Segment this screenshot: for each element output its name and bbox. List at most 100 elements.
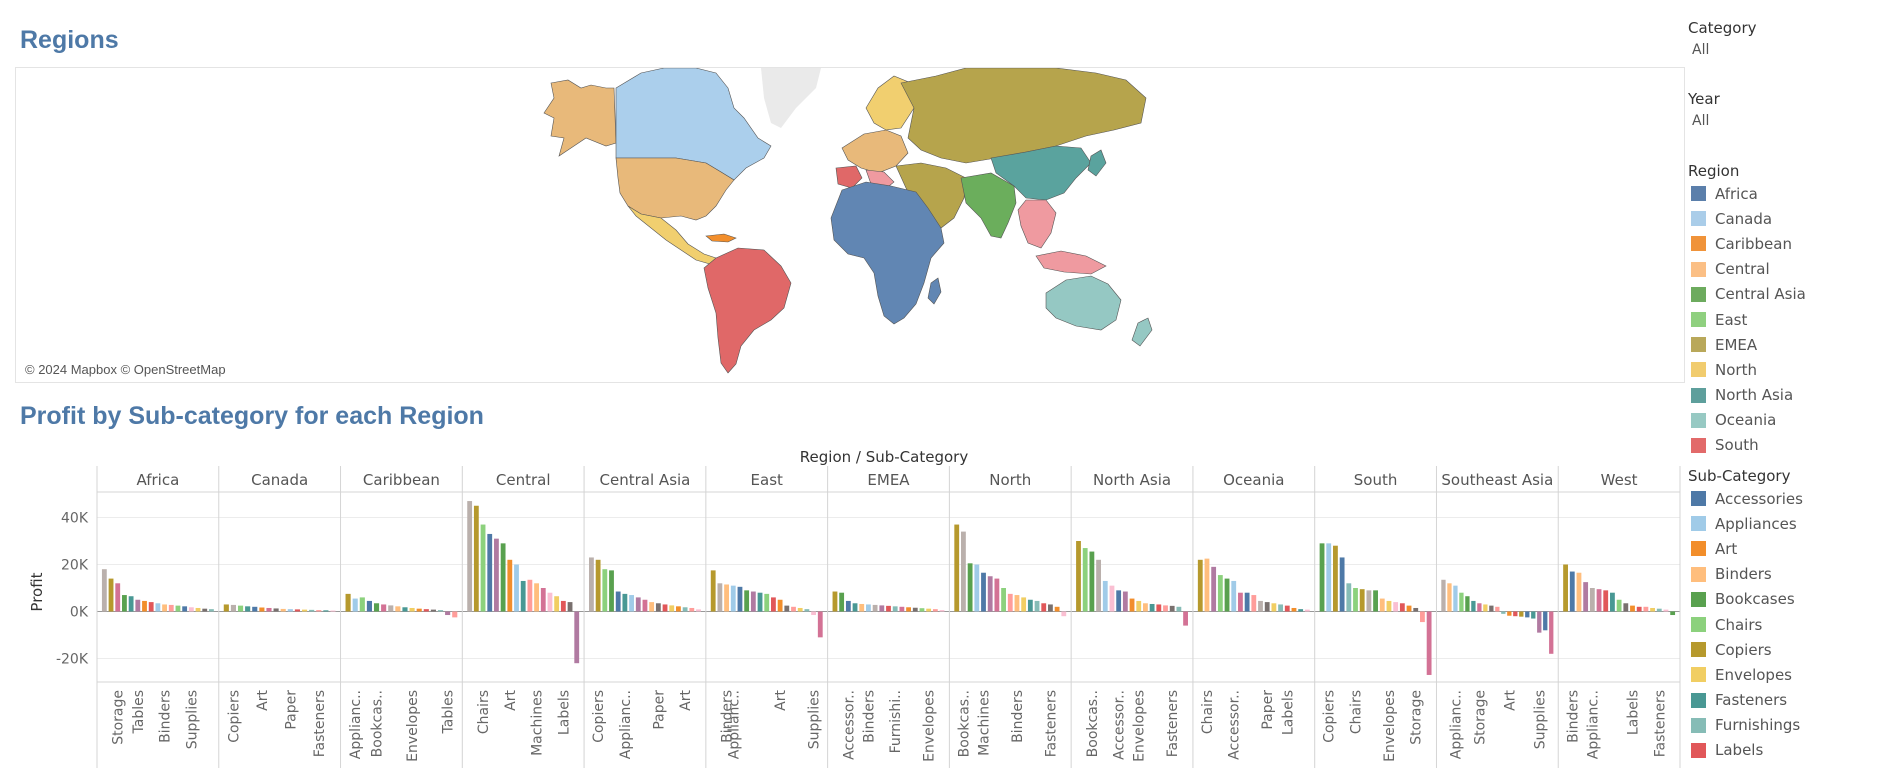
bar[interactable] — [1204, 558, 1210, 612]
bar[interactable] — [757, 592, 763, 612]
region-legend-item[interactable]: Africa — [1688, 181, 1878, 206]
bar[interactable] — [316, 610, 322, 612]
subcategory-legend-item[interactable]: Envelopes — [1688, 662, 1878, 687]
subcategory-legend-item[interactable]: Bookcases — [1688, 587, 1878, 612]
bar[interactable] — [1596, 589, 1602, 612]
bar[interactable] — [395, 606, 401, 612]
subcategory-legend-item[interactable]: Labels — [1688, 738, 1878, 763]
bar[interactable] — [845, 600, 851, 612]
bar[interactable] — [1576, 572, 1582, 612]
bar[interactable] — [108, 578, 114, 612]
bar[interactable] — [1501, 611, 1506, 614]
bar[interactable] — [1109, 585, 1115, 612]
bar[interactable] — [195, 607, 201, 612]
bar[interactable] — [1183, 611, 1188, 626]
map-region-indonesia[interactable] — [1035, 250, 1107, 275]
subcategory-legend-item[interactable]: Fasteners — [1688, 688, 1878, 713]
bar[interactable] — [967, 563, 973, 612]
bar[interactable] — [1563, 564, 1568, 612]
map-region-iberia[interactable] — [835, 165, 863, 189]
bar[interactable] — [330, 610, 336, 612]
subcategory-legend-item[interactable]: Furnishings — [1688, 713, 1878, 738]
bar[interactable] — [832, 591, 838, 612]
bar[interactable] — [266, 607, 272, 612]
bar[interactable] — [954, 524, 960, 612]
bar[interactable] — [771, 597, 776, 612]
bar[interactable] — [1304, 609, 1310, 612]
bar[interactable] — [473, 505, 479, 612]
bar[interactable] — [629, 595, 634, 612]
bar[interactable] — [366, 600, 372, 612]
bar[interactable] — [1333, 545, 1338, 612]
map-region-southeast-asia[interactable] — [1017, 199, 1057, 249]
panel-header-caribbean[interactable]: Caribbean — [363, 471, 440, 489]
bar[interactable] — [402, 607, 408, 612]
map-region-madagascar[interactable] — [927, 277, 942, 305]
bar[interactable] — [500, 543, 506, 612]
bar[interactable] — [520, 580, 526, 612]
bar[interactable] — [237, 605, 244, 612]
bar[interactable] — [1453, 585, 1458, 612]
bar[interactable] — [1399, 603, 1405, 612]
region-legend-item[interactable]: Central Asia — [1688, 282, 1878, 307]
bar[interactable] — [1670, 611, 1676, 616]
bar[interactable] — [1264, 602, 1270, 612]
bar[interactable] — [101, 569, 107, 612]
bar[interactable] — [1143, 603, 1148, 612]
bar[interactable] — [1589, 588, 1595, 612]
bar[interactable] — [381, 604, 387, 612]
map-region-caribbean[interactable] — [705, 233, 737, 243]
bar[interactable] — [1447, 583, 1452, 612]
bar[interactable] — [886, 605, 891, 612]
bar[interactable] — [1603, 590, 1609, 612]
bar[interactable] — [1021, 597, 1027, 612]
bar[interactable] — [797, 607, 803, 612]
region-map-canvas[interactable] — [16, 68, 1684, 382]
bar[interactable] — [1663, 609, 1669, 612]
bar[interactable] — [507, 559, 513, 612]
bar[interactable] — [682, 607, 688, 612]
bar[interactable] — [1623, 603, 1629, 612]
panel-header-central-asia[interactable]: Central Asia — [600, 471, 691, 489]
bar[interactable] — [961, 531, 966, 612]
bar[interactable] — [1483, 604, 1488, 612]
bar[interactable] — [696, 609, 701, 612]
bar[interactable] — [480, 524, 486, 612]
bar[interactable] — [1525, 611, 1530, 618]
map-region-russia[interactable] — [900, 68, 1147, 164]
region-legend-item[interactable]: Central — [1688, 257, 1878, 282]
bar[interactable] — [1136, 600, 1142, 612]
bar[interactable] — [345, 593, 351, 612]
bar[interactable] — [409, 607, 415, 612]
bar[interactable] — [1271, 603, 1277, 612]
bar[interactable] — [1001, 588, 1006, 612]
bar[interactable] — [1386, 600, 1392, 612]
bar[interactable] — [1420, 611, 1425, 623]
bar[interactable] — [416, 608, 422, 612]
bar[interactable] — [1406, 605, 1412, 612]
filter-year-value[interactable]: All — [1692, 113, 1710, 129]
bar[interactable] — [188, 607, 194, 612]
bar[interactable] — [1426, 611, 1432, 675]
bar[interactable] — [1656, 608, 1662, 612]
bar[interactable] — [615, 591, 621, 612]
bar[interactable] — [1278, 604, 1283, 612]
bar[interactable] — [1393, 602, 1399, 612]
bar[interactable] — [744, 590, 750, 612]
bar[interactable] — [724, 584, 729, 612]
bar[interactable] — [245, 606, 251, 612]
bar[interactable] — [1630, 605, 1635, 612]
bar[interactable] — [1616, 599, 1622, 612]
bar[interactable] — [589, 557, 594, 612]
bar[interactable] — [423, 609, 429, 612]
bar[interactable] — [373, 603, 380, 612]
bar[interactable] — [1326, 543, 1332, 612]
map-region-alaska[interactable] — [543, 79, 617, 157]
bar[interactable] — [642, 599, 648, 612]
bar[interactable] — [852, 603, 858, 612]
region-legend-item[interactable]: EMEA — [1688, 332, 1878, 357]
bar[interactable] — [1197, 559, 1203, 612]
map-region-japan[interactable] — [1087, 149, 1107, 177]
bar[interactable] — [223, 604, 229, 612]
bar[interactable] — [1519, 611, 1524, 617]
